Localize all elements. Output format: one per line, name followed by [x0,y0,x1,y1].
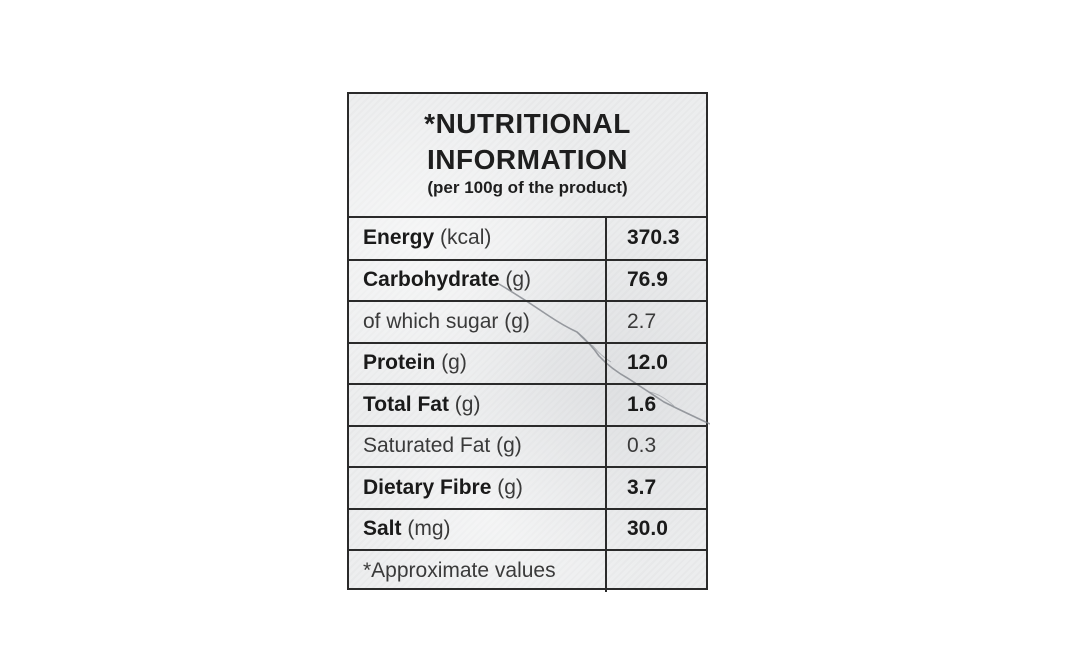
nutrient-unit: (g) [505,268,532,292]
nutrition-label: *NUTRITIONAL INFORMATION (per 100g of th… [347,92,710,592]
nutrient-value: 3.7 [606,467,706,510]
nutrient-name: Dietary Fibre [363,475,492,499]
nutrient-name-cell: Dietary Fibre (g) [349,467,607,510]
nutrient-value: 12.0 [606,342,706,385]
nutrient-unit: (g) [496,434,522,458]
table-row: Saturated Fat (g) 0.3 [349,425,706,468]
nutrient-name: Energy [363,226,435,250]
nutrient-value: 2.7 [606,301,706,344]
table-row: Salt (mg) 30.0 [349,508,706,551]
nutrient-name: of which sugar [363,309,499,333]
table-row: Dietary Fibre (g) 3.7 [349,467,706,510]
nutrient-unit: (mg) [407,517,451,541]
title-line-1: *NUTRITIONAL [424,108,631,139]
nutrient-name-cell: Salt (mg) [349,508,607,551]
nutrient-name: Protein [363,351,436,375]
label-header: *NUTRITIONAL INFORMATION (per 100g of th… [349,94,706,218]
nutrient-name-cell: Energy (kcal) [349,218,607,261]
nutrient-unit: (kcal) [440,226,492,250]
nutrient-unit: (g) [504,309,530,333]
footnote-row: *Approximate values [349,550,706,592]
nutrient-name-cell: Protein (g) [349,342,607,385]
table-row: Protein (g) 12.0 [349,342,706,385]
nutrient-name-cell: Total Fat (g) [349,384,607,427]
title-line-2: INFORMATION [427,144,628,175]
nutrient-unit: (g) [497,475,523,499]
nutrient-value: 30.0 [606,508,706,551]
nutrition-table: Energy (kcal) 370.3 Carbohydrate (g) 76.… [349,218,706,592]
table-row: Total Fat (g) 1.6 [349,384,706,427]
nutrient-value: 1.6 [606,384,706,427]
table-row: Energy (kcal) 370.3 [349,218,706,261]
nutrition-table-body: Energy (kcal) 370.3 Carbohydrate (g) 76.… [349,218,706,592]
nutrient-name: Carbohydrate [363,268,500,292]
nutrient-name-cell: Saturated Fat (g) [349,425,607,468]
nutrient-name: Salt [363,517,402,541]
footnote: *Approximate values [349,550,607,592]
nutrient-name-cell: Carbohydrate (g) [349,259,607,302]
label-title: *NUTRITIONAL INFORMATION [349,106,706,178]
table-row: Carbohydrate (g) 76.9 [349,259,706,302]
table-row: of which sugar (g) 2.7 [349,301,706,344]
nutrient-value: 0.3 [606,425,706,468]
footnote-empty-cell [606,550,706,592]
nutrient-unit: (g) [454,392,481,416]
nutrient-value: 370.3 [606,218,706,261]
nutrient-value: 76.9 [606,259,706,302]
nutrient-unit: (g) [441,351,467,375]
nutrient-name: Saturated Fat [363,434,491,458]
label-subtitle: (per 100g of the product) [427,178,628,197]
nutrient-name-cell: of which sugar (g) [349,301,607,344]
nutrient-name: Total Fat [363,392,449,416]
